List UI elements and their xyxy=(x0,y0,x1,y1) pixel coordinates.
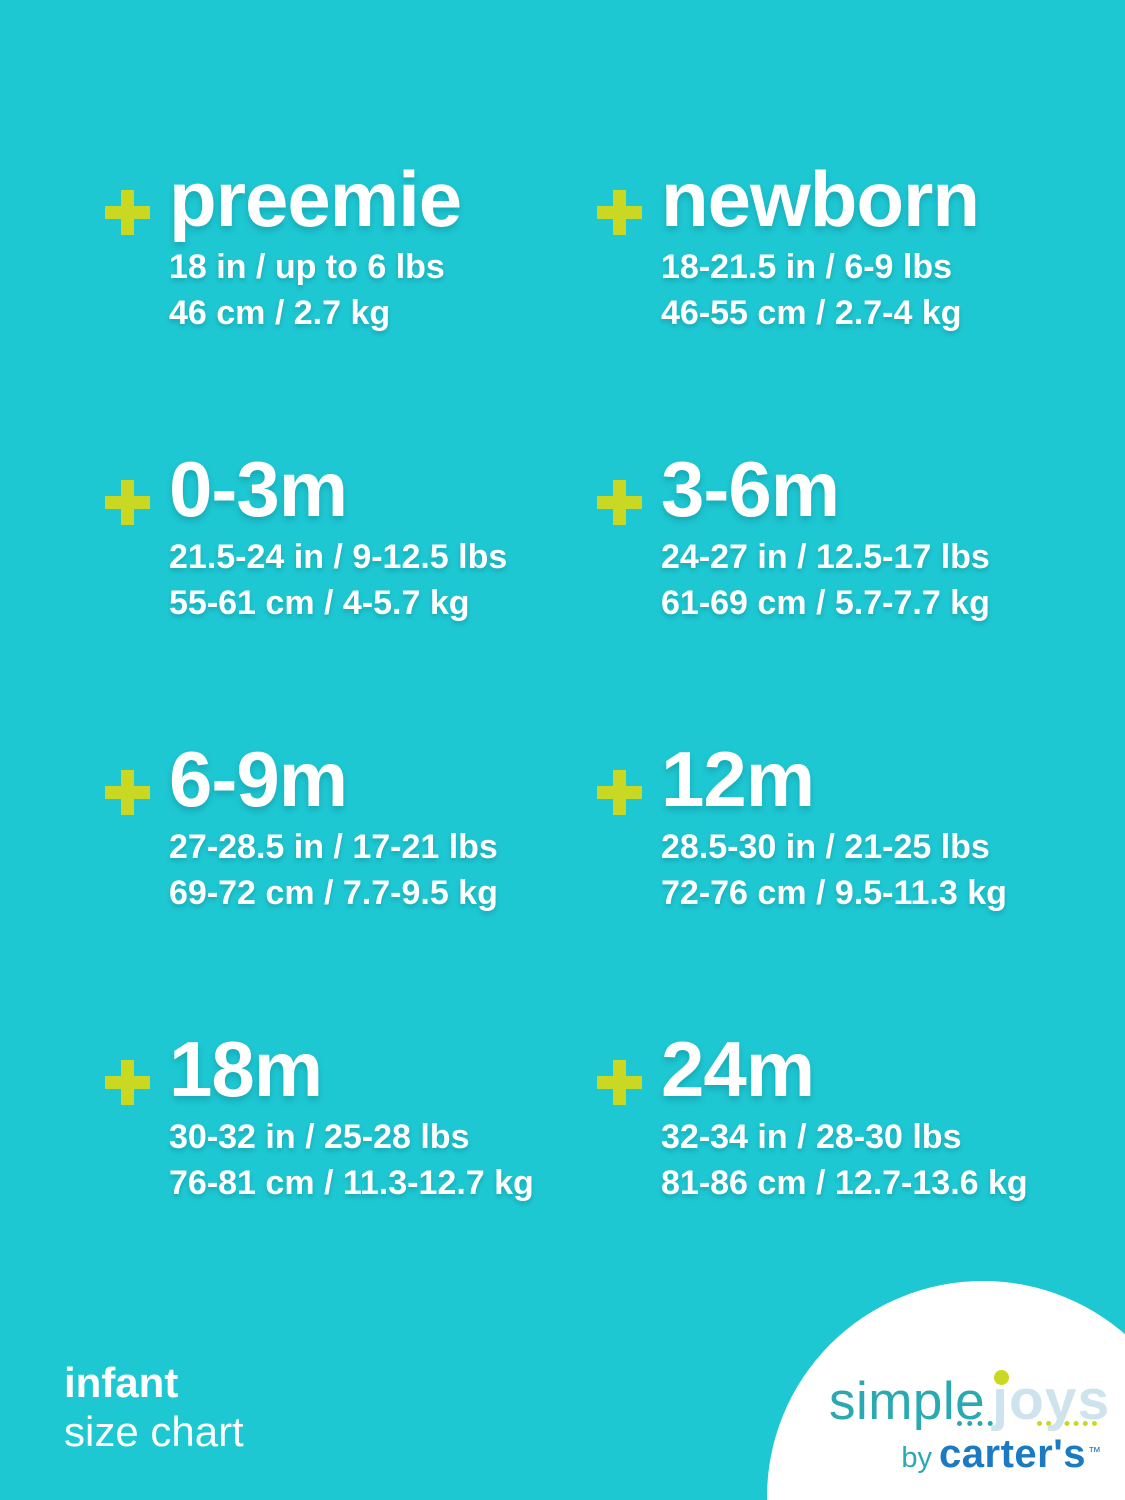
plus-icon xyxy=(597,480,642,525)
size-label: preemie xyxy=(169,155,462,243)
size-metric: 46-55 cm / 2.7-4 kg xyxy=(661,294,962,332)
plus-icon xyxy=(597,190,642,235)
size-entry-preemie: preemie 18 in / up to 6 lbs 46 cm / 2.7 … xyxy=(105,160,585,336)
plus-icon xyxy=(105,190,150,235)
dotted-underline-teal-icon xyxy=(957,1421,1003,1426)
size-entry-newborn: newborn 18-21.5 in / 6-9 lbs 46-55 cm / … xyxy=(597,160,1077,336)
citron-dot-icon xyxy=(994,1370,1010,1385)
size-imperial: 27-28.5 in / 17-21 lbs xyxy=(169,828,498,866)
size-label: newborn xyxy=(661,155,980,243)
size-imperial: 28.5-30 in / 21-25 lbs xyxy=(661,828,990,866)
trademark-symbol: ™ xyxy=(1088,1444,1101,1459)
plus-icon xyxy=(597,1060,642,1105)
chart-subtitle: size chart xyxy=(64,1408,244,1455)
size-label: 12m xyxy=(661,735,815,823)
size-label: 3-6m xyxy=(661,445,840,533)
size-label: 0-3m xyxy=(169,445,348,533)
plus-icon xyxy=(597,770,642,815)
size-imperial: 18 in / up to 6 lbs xyxy=(169,248,445,286)
logo-carters: carter's xyxy=(939,1432,1086,1476)
size-label: 6-9m xyxy=(169,735,348,823)
simple-joys-logo: simple joys by carter's ™ xyxy=(829,1367,1109,1477)
size-metric: 72-76 cm / 9.5-11.3 kg xyxy=(661,874,1007,912)
size-metric: 61-69 cm / 5.7-7.7 kg xyxy=(661,584,990,622)
size-imperial: 24-27 in / 12.5-17 lbs xyxy=(661,538,990,576)
plus-icon xyxy=(105,480,150,525)
chart-title: infant size chart xyxy=(64,1358,244,1456)
size-label: 18m xyxy=(169,1025,323,1113)
dotted-underline xyxy=(829,1421,1101,1426)
logo-word-joys: joys xyxy=(992,1368,1111,1432)
size-metric: 55-61 cm / 4-5.7 kg xyxy=(169,584,470,622)
size-entry-12m: 12m 28.5-30 in / 21-25 lbs 72-76 cm / 9.… xyxy=(597,740,1077,916)
size-entry-0-3m: 0-3m 21.5-24 in / 9-12.5 lbs 55-61 cm / … xyxy=(105,450,585,626)
size-metric: 76-81 cm / 11.3-12.7 kg xyxy=(169,1164,534,1202)
logo-by: by xyxy=(901,1442,933,1474)
size-label: 24m xyxy=(661,1025,815,1113)
size-entry-24m: 24m 32-34 in / 28-30 lbs 81-86 cm / 12.7… xyxy=(597,1030,1077,1206)
size-imperial: 18-21.5 in / 6-9 lbs xyxy=(661,248,953,286)
size-entry-18m: 18m 30-32 in / 25-28 lbs 76-81 cm / 11.3… xyxy=(105,1030,585,1206)
size-entry-3-6m: 3-6m 24-27 in / 12.5-17 lbs 61-69 cm / 5… xyxy=(597,450,1077,626)
chart-category: infant xyxy=(64,1359,179,1406)
size-metric: 69-72 cm / 7.7-9.5 kg xyxy=(169,874,498,912)
size-entry-6-9m: 6-9m 27-28.5 in / 17-21 lbs 69-72 cm / 7… xyxy=(105,740,585,916)
size-imperial: 32-34 in / 28-30 lbs xyxy=(661,1118,962,1156)
plus-icon xyxy=(105,1060,150,1105)
size-imperial: 21.5-24 in / 9-12.5 lbs xyxy=(169,538,508,576)
brand-circle: simple joys by carter's ™ xyxy=(767,1281,1125,1500)
plus-icon xyxy=(105,770,150,815)
size-metric: 46 cm / 2.7 kg xyxy=(169,294,391,332)
size-imperial: 30-32 in / 25-28 lbs xyxy=(169,1118,470,1156)
dotted-underline-citron-icon xyxy=(1037,1421,1097,1426)
size-metric: 81-86 cm / 12.7-13.6 kg xyxy=(661,1164,1028,1202)
